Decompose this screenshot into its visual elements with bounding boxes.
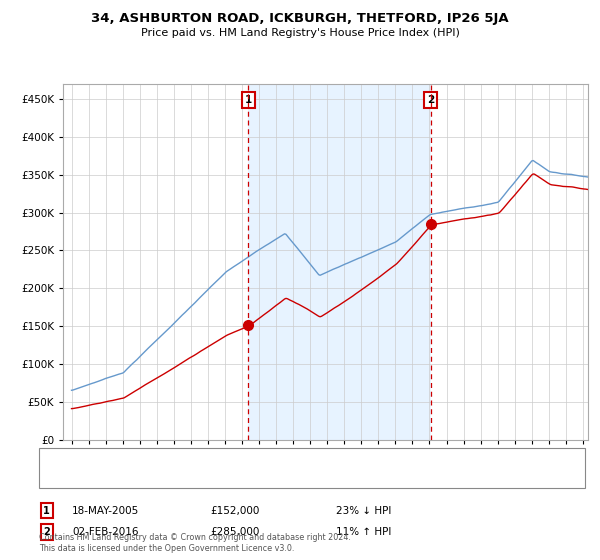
Text: 34, ASHBURTON ROAD, ICKBURGH, THETFORD, IP26 5JA: 34, ASHBURTON ROAD, ICKBURGH, THETFORD, …	[91, 12, 509, 25]
Text: —: —	[52, 469, 71, 488]
Text: —: —	[52, 449, 71, 468]
Text: HPI: Average price, detached house, Breckland: HPI: Average price, detached house, Brec…	[81, 474, 304, 483]
Text: 1: 1	[43, 506, 50, 516]
Text: Contains HM Land Registry data © Crown copyright and database right 2024.
This d: Contains HM Land Registry data © Crown c…	[39, 533, 351, 553]
Bar	[248, 84, 431, 440]
Text: 1: 1	[245, 95, 252, 105]
Text: 18-MAY-2005: 18-MAY-2005	[72, 506, 139, 516]
Text: £285,000: £285,000	[210, 527, 259, 537]
Text: 23% ↓ HPI: 23% ↓ HPI	[336, 506, 391, 516]
Text: 2: 2	[427, 95, 434, 105]
Text: 34, ASHBURTON ROAD, ICKBURGH, THETFORD, IP26 5JA (detached house): 34, ASHBURTON ROAD, ICKBURGH, THETFORD, …	[81, 454, 433, 463]
Text: 11% ↑ HPI: 11% ↑ HPI	[336, 527, 391, 537]
Text: Price paid vs. HM Land Registry's House Price Index (HPI): Price paid vs. HM Land Registry's House …	[140, 28, 460, 38]
Text: 02-FEB-2016: 02-FEB-2016	[72, 527, 139, 537]
Text: £152,000: £152,000	[210, 506, 259, 516]
Text: 2: 2	[43, 527, 50, 537]
